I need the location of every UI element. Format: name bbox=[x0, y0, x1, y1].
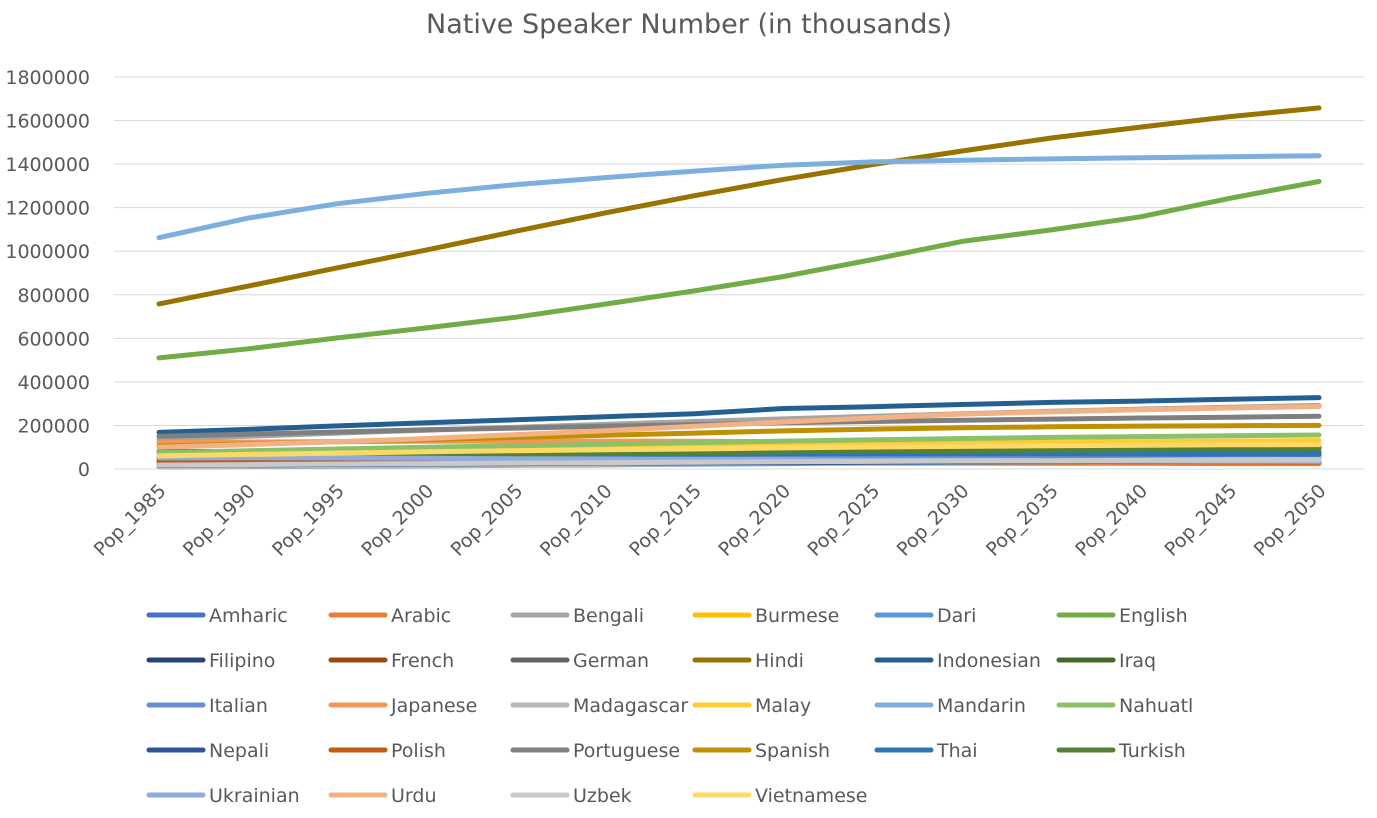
y-tick-label: 1400000 bbox=[5, 154, 90, 176]
series-line-mandarin bbox=[156, 153, 1322, 241]
legend-label: Arabic bbox=[391, 605, 451, 627]
legend-label: Spanish bbox=[755, 740, 830, 762]
legend-item[interactable]: Madagascar bbox=[510, 695, 688, 717]
legend-item[interactable]: Japanese bbox=[328, 695, 477, 717]
legend-item[interactable]: Malay bbox=[692, 695, 811, 717]
legend-item[interactable]: German bbox=[510, 650, 649, 672]
legend-item[interactable]: Portuguese bbox=[510, 740, 680, 762]
x-tick-label: Pop_2030 bbox=[893, 480, 974, 561]
y-tick-label: 1200000 bbox=[5, 198, 90, 220]
legend-label: Hindi bbox=[755, 650, 804, 672]
legend-item[interactable]: Urdu bbox=[328, 785, 437, 807]
x-tick-label: Pop_1990 bbox=[179, 480, 260, 561]
y-tick-label: 800000 bbox=[17, 285, 90, 307]
x-tick-label: Pop_2005 bbox=[447, 480, 528, 561]
legend-item[interactable]: Amharic bbox=[146, 605, 288, 627]
legend-item[interactable]: Thai bbox=[874, 740, 978, 762]
x-tick-label: Pop_1995 bbox=[268, 480, 349, 561]
legend-label: Uzbek bbox=[573, 785, 632, 807]
legend-item[interactable]: Uzbek bbox=[510, 785, 632, 807]
x-tick-label: Pop_2045 bbox=[1160, 480, 1241, 561]
series-lines bbox=[156, 105, 1322, 470]
legend-item[interactable]: Hindi bbox=[692, 650, 804, 672]
legend-label: Mandarin bbox=[937, 695, 1026, 717]
legend-label: English bbox=[1119, 605, 1188, 627]
y-tick-label: 200000 bbox=[17, 415, 90, 437]
legend-item[interactable]: Burmese bbox=[692, 605, 839, 627]
legend-label: Polish bbox=[391, 740, 446, 762]
legend-label: French bbox=[391, 650, 454, 672]
legend: Amharic Arabic Bengali Burmese Dari English Fi… bbox=[146, 605, 1193, 807]
legend-item[interactable]: Nahuatl bbox=[1056, 695, 1193, 717]
legend-item[interactable]: Arabic bbox=[328, 605, 451, 627]
x-axis-ticks: Pop_1985 Pop_1990 Pop_1995 Pop_2000 Pop_2005… bbox=[90, 480, 1331, 561]
legend-label: Nahuatl bbox=[1119, 695, 1193, 717]
y-tick-label: 1600000 bbox=[5, 111, 90, 133]
legend-item[interactable]: Mandarin bbox=[874, 695, 1026, 717]
legend-label: Malay bbox=[755, 695, 811, 717]
legend-label: Vietnamese bbox=[755, 785, 867, 807]
x-tick-label: Pop_2015 bbox=[625, 480, 706, 561]
x-tick-label: Pop_2020 bbox=[714, 480, 795, 561]
legend-label: Ukrainian bbox=[209, 785, 300, 807]
series-line-vietnamese bbox=[156, 442, 1322, 459]
y-tick-label: 600000 bbox=[17, 328, 90, 350]
series-line-indonesian bbox=[156, 395, 1322, 435]
series-line-urdu bbox=[156, 404, 1322, 450]
legend-label: Portuguese bbox=[573, 740, 680, 762]
legend-item[interactable]: Spanish bbox=[692, 740, 830, 762]
series-line-nahuatl bbox=[156, 432, 1322, 456]
legend-label: Italian bbox=[209, 695, 268, 717]
chart-title: Native Speaker Number (in thousands) bbox=[426, 9, 952, 40]
x-tick-label: Pop_2035 bbox=[982, 480, 1063, 561]
legend-item[interactable]: Dari bbox=[874, 605, 976, 627]
legend-item[interactable]: English bbox=[1056, 605, 1188, 627]
legend-item[interactable]: Bengali bbox=[510, 605, 644, 627]
y-tick-label: 1000000 bbox=[5, 241, 90, 263]
series-line-uzbek bbox=[156, 457, 1322, 468]
legend-item[interactable]: Ukrainian bbox=[146, 785, 300, 807]
legend-item[interactable]: Iraq bbox=[1056, 650, 1156, 672]
legend-label: Madagascar bbox=[573, 695, 688, 717]
legend-label: Thai bbox=[936, 740, 978, 762]
legend-label: Japanese bbox=[390, 695, 477, 717]
legend-label: Turkish bbox=[1118, 740, 1186, 762]
x-tick-label: Pop_2040 bbox=[1071, 480, 1152, 561]
legend-item[interactable]: Italian bbox=[146, 695, 268, 717]
legend-label: Indonesian bbox=[937, 650, 1041, 672]
legend-item[interactable]: Filipino bbox=[146, 650, 275, 672]
legend-label: Burmese bbox=[755, 605, 839, 627]
y-tick-label: 0 bbox=[78, 459, 90, 481]
legend-item[interactable]: Turkish bbox=[1056, 740, 1186, 762]
legend-label: Amharic bbox=[209, 605, 288, 627]
legend-item[interactable]: French bbox=[328, 650, 454, 672]
legend-item[interactable]: Vietnamese bbox=[692, 785, 867, 807]
legend-item[interactable]: Nepali bbox=[146, 740, 269, 762]
x-tick-label: Pop_2000 bbox=[357, 480, 438, 561]
series-line-hindi bbox=[156, 105, 1322, 307]
y-tick-label: 1800000 bbox=[5, 67, 90, 89]
y-tick-label: 400000 bbox=[17, 372, 90, 394]
x-tick-label: Pop_1985 bbox=[90, 480, 171, 561]
legend-label: Iraq bbox=[1119, 650, 1156, 672]
legend-label: Dari bbox=[937, 605, 976, 627]
legend-label: Filipino bbox=[209, 650, 275, 672]
x-tick-label: Pop_2025 bbox=[804, 480, 885, 561]
legend-item[interactable]: Polish bbox=[328, 740, 446, 762]
legend-label: Bengali bbox=[573, 605, 644, 627]
legend-label: Nepali bbox=[209, 740, 269, 762]
legend-item[interactable]: Indonesian bbox=[874, 650, 1041, 672]
y-axis-ticks: 0 200000 400000 600000 800000 1000000 1200000 1… bbox=[5, 67, 90, 481]
legend-label: German bbox=[573, 650, 649, 672]
x-tick-label: Pop_2050 bbox=[1250, 480, 1331, 561]
x-tick-label: Pop_2010 bbox=[536, 480, 617, 561]
legend-label: Urdu bbox=[391, 785, 437, 807]
series-line-english bbox=[156, 179, 1322, 361]
